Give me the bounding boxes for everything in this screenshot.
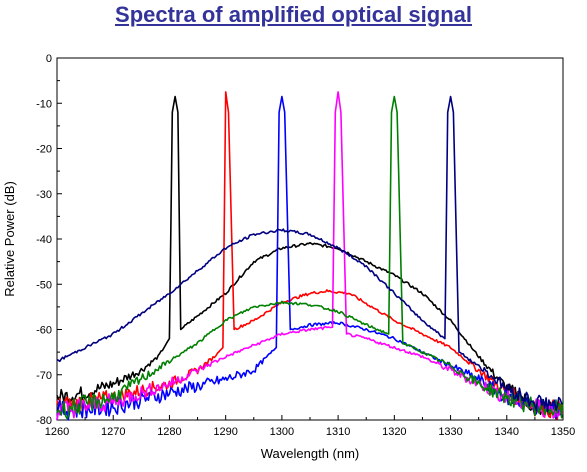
y-tick-label: -40	[36, 234, 52, 246]
x-tick-label: 1290	[213, 426, 237, 438]
plot-frame	[56, 57, 564, 421]
x-tick-label: 1270	[101, 426, 125, 438]
y-tick-label: -50	[36, 279, 52, 291]
series-line-6	[56, 95, 564, 413]
y-tick-label: 0	[46, 53, 52, 65]
y-tick-label: -20	[36, 144, 52, 156]
x-tick-label: 1330	[438, 426, 462, 438]
series-line-1	[56, 95, 564, 419]
x-tick-label: 1340	[495, 426, 519, 438]
y-tick-label: -80	[36, 415, 52, 427]
x-tick-label: 1260	[45, 426, 69, 438]
y-tick-label: -10	[36, 98, 52, 110]
x-tick-label: 1300	[270, 426, 294, 438]
x-tick-label: 1320	[382, 426, 406, 438]
series-line-5	[56, 95, 564, 420]
axis-ticks: 1260 1270 1280 1290 1300 1310 1320 1330 1340 1350…	[36, 53, 575, 438]
chart-title: Spectra of amplified optical signal	[115, 2, 472, 27]
series-line-2	[56, 91, 564, 420]
y-tick-label: -30	[36, 189, 52, 201]
x-tick-label: 1310	[326, 426, 350, 438]
y-axis-label: Relative Power (dB)	[2, 181, 17, 297]
y-tick-label: -70	[36, 370, 52, 382]
x-tick-label: 1350	[551, 426, 575, 438]
y-tick-label: -60	[36, 325, 52, 337]
x-axis-label: Wavelength (nm)	[261, 446, 360, 461]
series-lines	[56, 91, 564, 421]
x-tick-label: 1280	[157, 426, 181, 438]
